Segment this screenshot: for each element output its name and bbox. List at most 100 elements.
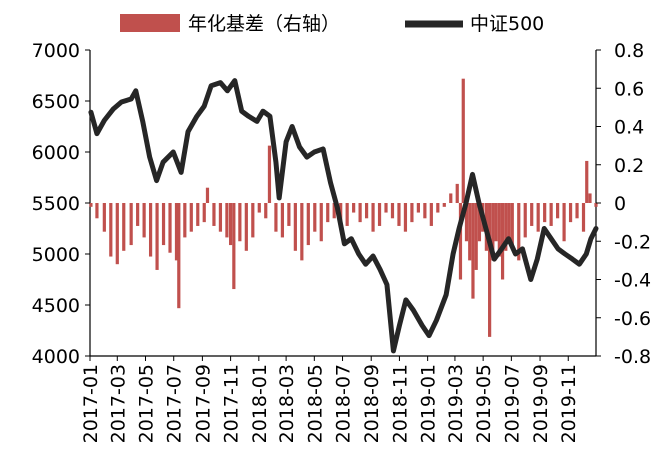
x-tick-label-1: 2017-03 bbox=[107, 364, 129, 443]
basis-bar-14 bbox=[177, 203, 181, 309]
left-tick-label-1: 6500 bbox=[32, 91, 80, 113]
x-tick-label-16: 2019-09 bbox=[530, 364, 552, 443]
basis-bar-1 bbox=[95, 203, 99, 219]
basis-bar-89 bbox=[588, 193, 592, 203]
basis-bar-71 bbox=[494, 203, 498, 242]
basis-bar-74 bbox=[504, 203, 508, 251]
basis-bar-87 bbox=[581, 203, 586, 232]
basis-bar-55 bbox=[429, 203, 433, 226]
basis-bar-44 bbox=[358, 203, 362, 223]
right-tick-label-6: -0.4 bbox=[614, 270, 651, 292]
index-line bbox=[88, 78, 599, 354]
basis-bar-28 bbox=[257, 203, 261, 213]
basis-bar-82 bbox=[549, 203, 553, 226]
basis-bar-9 bbox=[148, 203, 153, 257]
legend: 年化基差（右轴） 中证500 bbox=[120, 13, 544, 35]
basis-bar-5 bbox=[122, 203, 126, 251]
basis-bar-70 bbox=[491, 203, 495, 261]
basis-bar-22 bbox=[225, 203, 229, 238]
basis-bar-17 bbox=[196, 203, 200, 226]
basis-bar-24 bbox=[232, 203, 236, 290]
x-tick-label-13: 2019-03 bbox=[445, 364, 467, 443]
basis-bar-2 bbox=[102, 203, 106, 232]
basis-bar-47 bbox=[377, 203, 382, 226]
basis-bar-48 bbox=[384, 203, 388, 213]
basis-bar-45 bbox=[364, 203, 369, 219]
basis-bars bbox=[89, 78, 598, 337]
basis-bar-34 bbox=[293, 203, 297, 251]
basis-bar-72 bbox=[497, 203, 501, 257]
basis-bar-81 bbox=[543, 203, 547, 223]
right-tick-label-4: 0 bbox=[614, 193, 626, 215]
basis-bar-36 bbox=[306, 203, 310, 246]
x-tick-label-6: 2018-01 bbox=[249, 364, 271, 443]
x-tick-label-5: 2017-11 bbox=[221, 364, 243, 443]
basis-bar-57 bbox=[442, 203, 446, 207]
x-tick-label-2: 2017-05 bbox=[136, 364, 158, 443]
basis-bar-23 bbox=[229, 203, 233, 246]
basis-bar-40 bbox=[332, 203, 336, 219]
basis-bar-80 bbox=[536, 203, 540, 232]
x-tick-label-0: 2017-01 bbox=[80, 364, 102, 443]
x-tick-label-7: 2018-03 bbox=[276, 364, 298, 443]
left-tick-label-4: 5000 bbox=[32, 244, 80, 266]
right-tick-label-7: -0.6 bbox=[614, 308, 651, 330]
basis-bar-52 bbox=[410, 203, 414, 223]
basis-bar-60 bbox=[458, 203, 463, 280]
basis-bar-58 bbox=[449, 193, 453, 203]
basis-bar-88 bbox=[585, 160, 589, 203]
basis-bar-0 bbox=[89, 203, 93, 207]
basis-bar-29 bbox=[264, 203, 268, 219]
basis-bar-4 bbox=[115, 203, 119, 265]
x-tick-label-14: 2019-05 bbox=[473, 364, 495, 443]
basis-bar-43 bbox=[352, 203, 356, 213]
basis-bar-33 bbox=[287, 203, 291, 226]
basis-bar-13 bbox=[174, 203, 179, 261]
basis-bar-27 bbox=[251, 203, 255, 238]
basis-bar-46 bbox=[371, 203, 375, 232]
basis-bar-38 bbox=[319, 203, 323, 242]
right-tick-label-2: 0.4 bbox=[614, 117, 644, 139]
x-tick-label-10: 2018-09 bbox=[361, 364, 383, 443]
basis-bar-49 bbox=[390, 203, 395, 219]
x-axis-ticks: 2017-01 2017-03 2017-05 2017-07 2017-09 2017-… bbox=[80, 356, 580, 443]
basis-bar-54 bbox=[423, 203, 427, 219]
basis-bar-53 bbox=[416, 203, 420, 213]
basis-bar-26 bbox=[244, 203, 248, 251]
left-axis-ticks: 7000 6500 6000 5500 5000 4500 4000 bbox=[32, 40, 90, 368]
right-tick-label-3: 0.2 bbox=[614, 155, 644, 177]
x-tick-label-8: 2018-05 bbox=[304, 364, 326, 443]
basis-bar-73 bbox=[500, 203, 505, 280]
basis-bar-8 bbox=[142, 203, 146, 238]
x-tick-label-9: 2018-07 bbox=[333, 364, 355, 443]
basis-bar-63 bbox=[468, 203, 472, 261]
basis-bar-32 bbox=[280, 203, 285, 238]
basis-bar-66 bbox=[477, 203, 482, 242]
left-tick-label-0: 7000 bbox=[32, 40, 80, 62]
x-tick-label-11: 2018-11 bbox=[389, 364, 411, 443]
basis-bar-37 bbox=[313, 203, 317, 232]
basis-bar-35 bbox=[300, 203, 304, 261]
x-tick-label-4: 2017-09 bbox=[192, 364, 214, 443]
basis-bar-25 bbox=[238, 203, 242, 242]
legend-swatch-basis bbox=[120, 14, 180, 32]
basis-bar-83 bbox=[556, 203, 560, 219]
right-axis-ticks: 0.8 0.6 0.4 0.2 0 -0.2 -0.4 -0.6 -0.8 bbox=[596, 40, 651, 368]
basis-bar-42 bbox=[345, 203, 349, 226]
basis-bar-21 bbox=[218, 203, 223, 232]
x-tick-label-15: 2019-07 bbox=[501, 364, 523, 443]
basis-bar-90 bbox=[594, 203, 598, 207]
basis-bar-69 bbox=[488, 203, 492, 337]
basis-bar-77 bbox=[517, 203, 521, 261]
basis-bar-76 bbox=[510, 203, 514, 246]
basis-bar-78 bbox=[523, 203, 527, 238]
x-tick-label-3: 2017-07 bbox=[164, 364, 186, 443]
basis-bar-18 bbox=[202, 203, 206, 223]
basis-bar-85 bbox=[568, 203, 573, 223]
basis-bar-12 bbox=[168, 203, 172, 253]
basis-bar-31 bbox=[274, 203, 278, 232]
legend-label-index: 中证500 bbox=[470, 13, 544, 35]
basis-bar-19 bbox=[205, 187, 210, 203]
basis-bar-15 bbox=[183, 203, 187, 238]
